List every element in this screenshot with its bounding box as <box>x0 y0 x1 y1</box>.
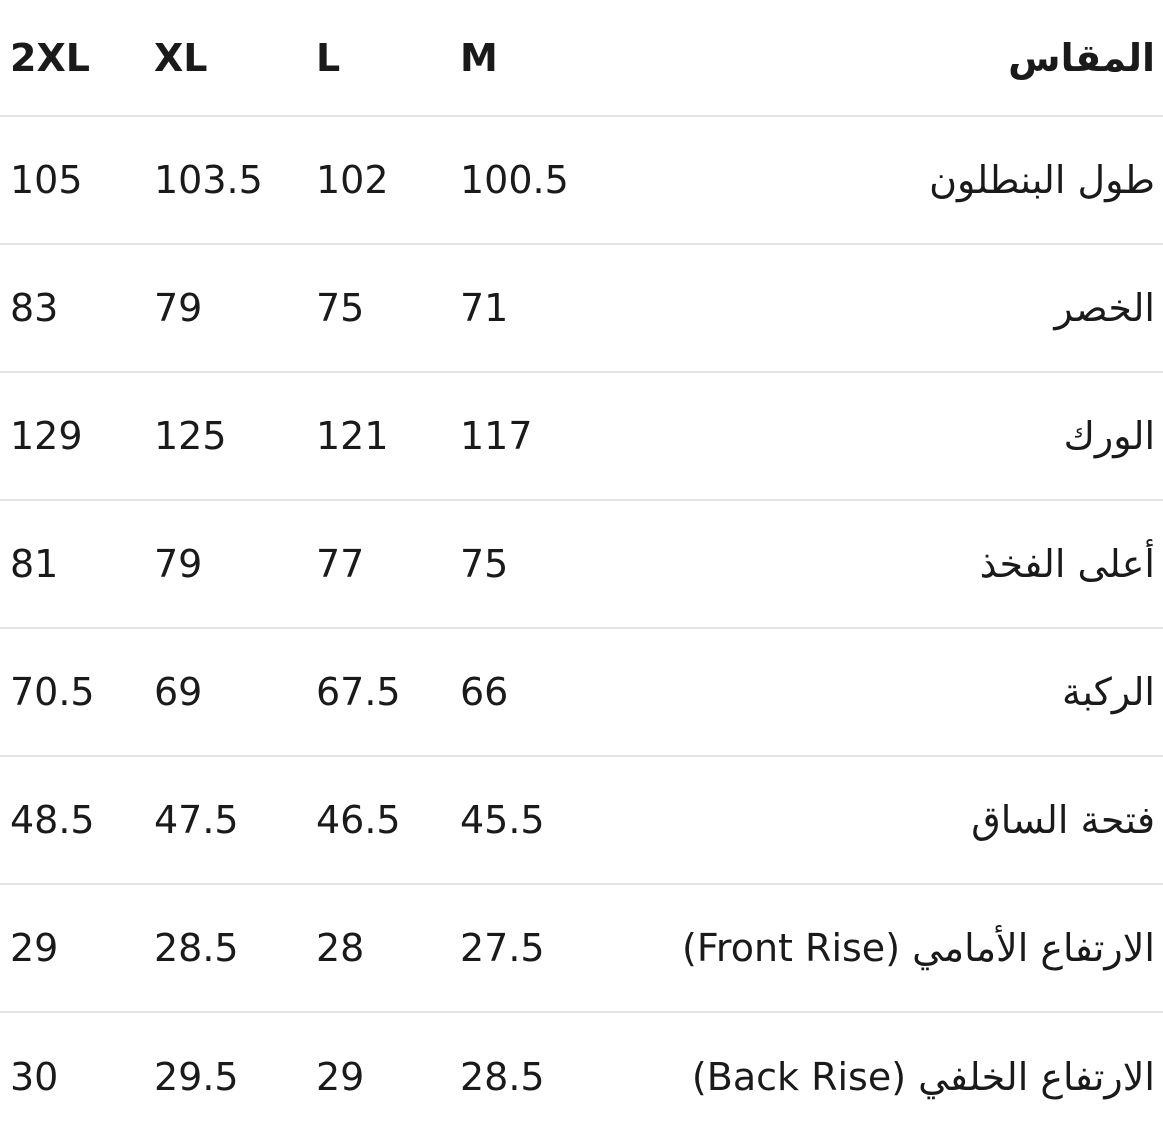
header-size-label: المقاس <box>1008 35 1155 80</box>
value-m: 45.5 <box>460 798 545 842</box>
value-2xl: 30 <box>10 1055 59 1099</box>
value-xl: 28.5 <box>154 926 239 970</box>
table-row: 129 125 121 117 الورك <box>0 373 1163 501</box>
value-m: 71 <box>460 286 509 330</box>
value-2xl: 48.5 <box>10 798 95 842</box>
value-xl: 47.5 <box>154 798 239 842</box>
value-l: 67.5 <box>316 670 401 714</box>
value-2xl: 105 <box>10 158 83 202</box>
value-xl: 103.5 <box>154 158 263 202</box>
header-m: M <box>460 35 498 80</box>
measurement-label: الارتفاع الخلفي (Back Rise) <box>691 1055 1155 1099</box>
value-m: 100.5 <box>460 158 569 202</box>
table-row: 83 79 75 71 الخصر <box>0 245 1163 373</box>
measurement-label: الركبة <box>1061 670 1155 714</box>
value-l: 28 <box>316 926 365 970</box>
value-l: 29 <box>316 1055 365 1099</box>
header-l: L <box>316 35 341 80</box>
measurement-label: الارتفاع الأمامي (Front Rise) <box>682 926 1155 970</box>
value-m: 75 <box>460 542 509 586</box>
table-header: 2XL XL L M المقاس <box>0 0 1163 117</box>
value-l: 121 <box>316 414 389 458</box>
measurement-label: طول البنطلون <box>929 158 1155 202</box>
table-row: 70.5 69 67.5 66 الركبة <box>0 629 1163 757</box>
value-l: 46.5 <box>316 798 401 842</box>
table-row: 30 29.5 29 28.5 الارتفاع الخلفي (Back Rise) <box>0 1013 1163 1141</box>
value-m: 66 <box>460 670 509 714</box>
value-m: 117 <box>460 414 533 458</box>
table-row: 105 103.5 102 100.5 طول البنطلون <box>0 117 1163 245</box>
value-xl: 79 <box>154 286 203 330</box>
value-xl: 29.5 <box>154 1055 239 1099</box>
value-xl: 79 <box>154 542 203 586</box>
value-l: 102 <box>316 158 389 202</box>
value-2xl: 29 <box>10 926 59 970</box>
table-row: 81 79 77 75 أعلى الفخذ <box>0 501 1163 629</box>
value-2xl: 70.5 <box>10 670 95 714</box>
measurement-label: الورك <box>1063 414 1155 458</box>
header-2xl: 2XL <box>10 35 90 80</box>
value-2xl: 83 <box>10 286 59 330</box>
header-xl: XL <box>154 35 208 80</box>
value-m: 28.5 <box>460 1055 545 1099</box>
value-l: 75 <box>316 286 365 330</box>
value-2xl: 81 <box>10 542 59 586</box>
measurement-label: أعلى الفخذ <box>979 542 1155 586</box>
value-xl: 125 <box>154 414 227 458</box>
table-row: 48.5 47.5 46.5 45.5 فتحة الساق <box>0 757 1163 885</box>
measurement-label: فتحة الساق <box>971 798 1155 842</box>
table-row: 29 28.5 28 27.5 الارتفاع الأمامي (Front Rise… <box>0 885 1163 1013</box>
value-2xl: 129 <box>10 414 83 458</box>
measurement-label: الخصر <box>1054 286 1155 330</box>
value-xl: 69 <box>154 670 203 714</box>
value-l: 77 <box>316 542 365 586</box>
value-m: 27.5 <box>460 926 545 970</box>
